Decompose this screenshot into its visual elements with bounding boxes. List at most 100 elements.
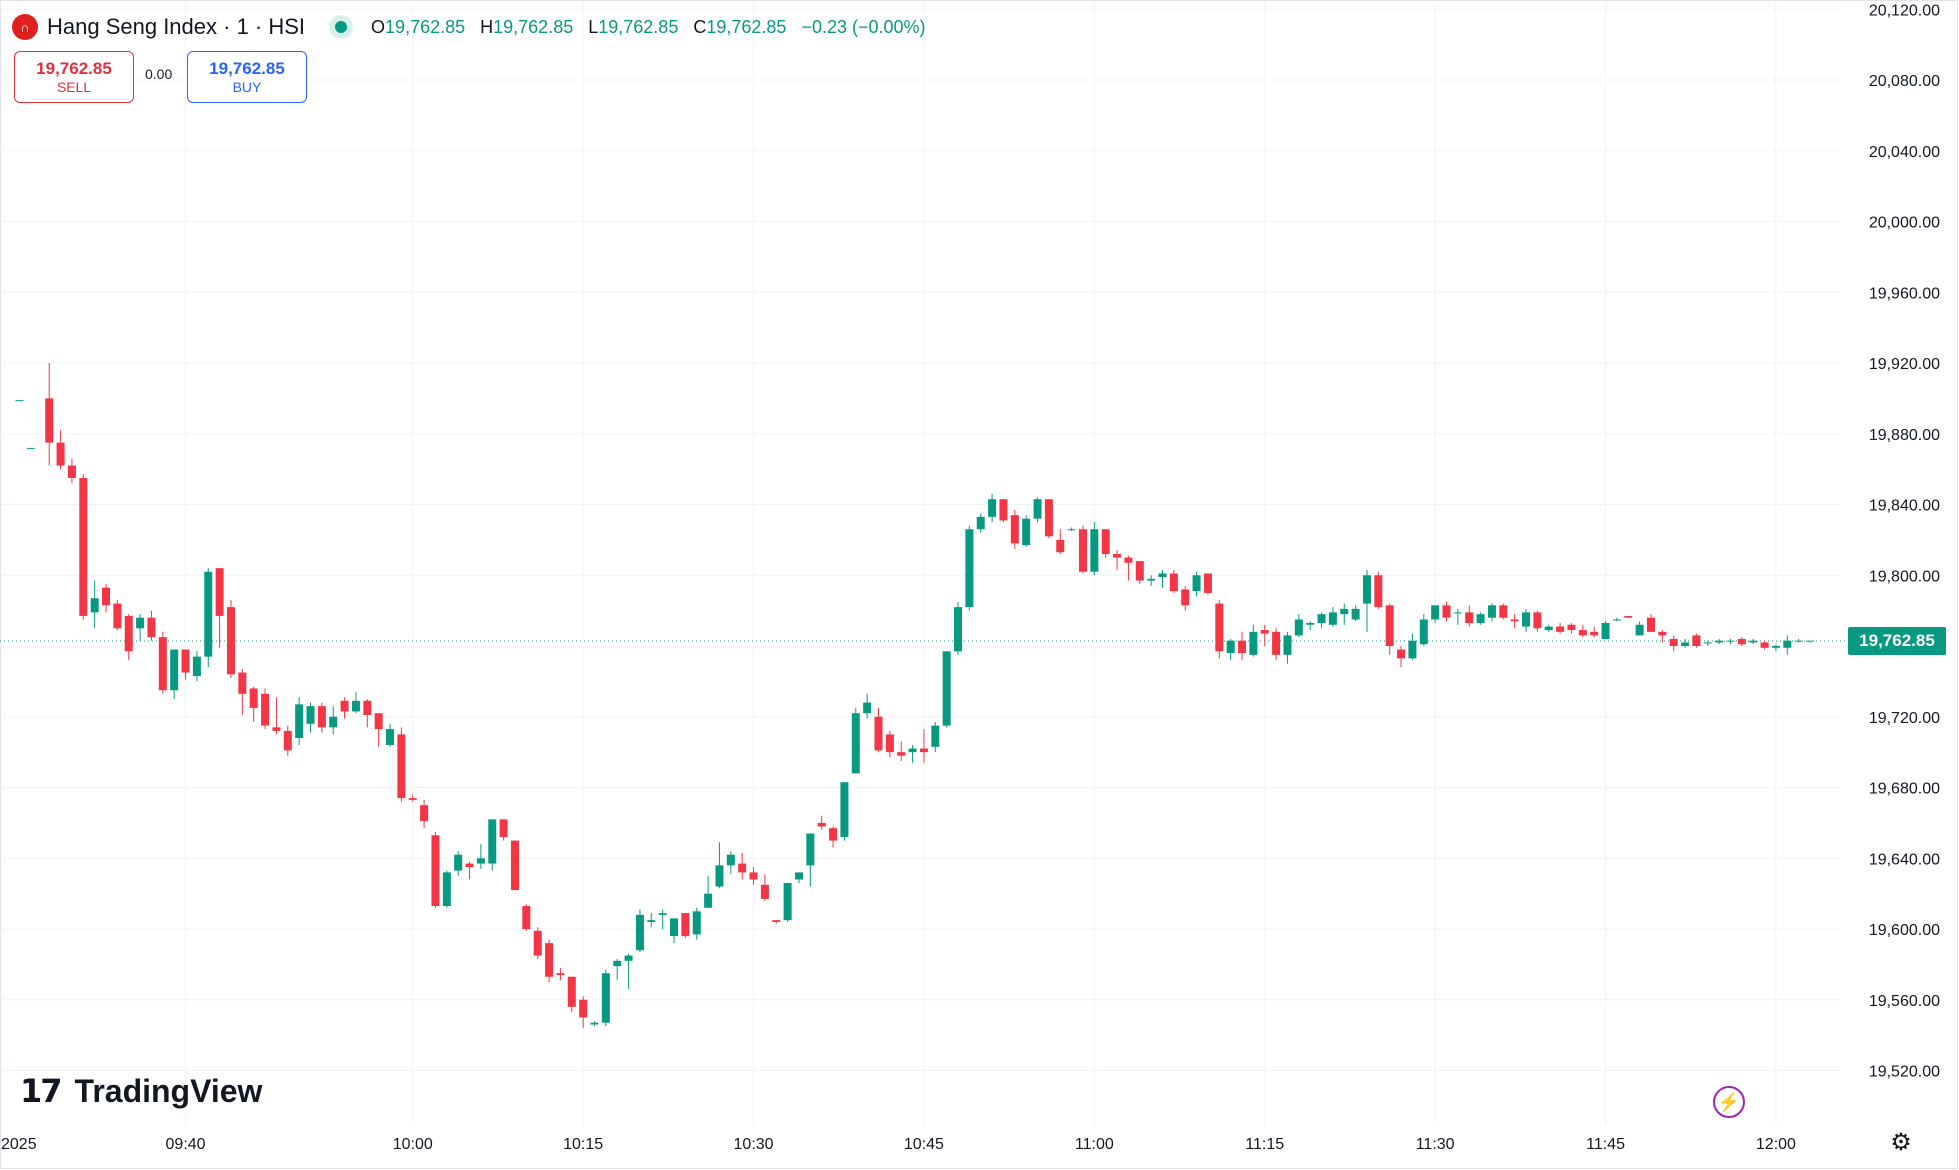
candle-body [1419,619,1428,645]
candle-body [1726,640,1735,642]
x-tick-label: 09:40 [166,1136,206,1153]
candle-body [1771,646,1780,648]
spread-value: 0.00 [145,66,173,82]
candle-body [1453,612,1462,614]
candle-body [1249,631,1258,655]
sell-button[interactable]: 19,762.85 SELL [14,51,134,103]
candle-body [919,748,928,753]
candle-body [102,587,111,606]
y-tick-label: 19,720.00 [1869,710,1940,727]
open-label: O [371,16,386,37]
candle-body [420,805,429,822]
change-value: −0.23 (−0.00%) [801,16,926,37]
y-tick-label: 19,960.00 [1869,285,1940,302]
candle-body [499,819,508,838]
candle-body [1147,578,1156,581]
high-value: 19,762.85 [493,16,574,37]
candle-body [1646,617,1655,632]
candle-body [295,704,304,738]
candle-body [988,499,997,517]
candle-body [1703,642,1712,644]
candle-body [124,615,133,652]
candle-body [1499,605,1508,618]
tradingview-mark-icon: 17 [20,1072,63,1110]
x-tick-label: 11:00 [1075,1136,1114,1153]
candle-body [908,748,917,753]
candle-body [306,706,315,724]
candle-body [635,914,644,951]
candle-body [1101,529,1110,555]
y-tick-label: 19,840.00 [1869,498,1940,515]
candle-body [681,913,690,937]
y-tick-label: 20,000.00 [1869,215,1940,232]
candle-body [1203,573,1212,593]
candle-body [158,637,167,691]
y-tick-label: 19,920.00 [1869,356,1940,373]
candle-body [1272,631,1281,655]
candle-body [192,656,201,677]
candle-body [1124,557,1133,563]
candle-body [817,822,826,827]
candle-body [1567,624,1576,631]
y-tick-label: 19,800.00 [1869,568,1940,585]
close-label: C [693,16,707,37]
candle-body [976,516,985,530]
candle-body [147,617,156,638]
candle-body [1612,619,1621,621]
candle-body [136,617,145,629]
low-label: L [588,16,599,37]
candle-body [1544,626,1553,631]
candle-body [1181,589,1190,606]
candle-body [1783,640,1792,648]
candle-body [1692,635,1701,646]
candle-body [1317,614,1326,624]
x-tick-label: 10:30 [734,1136,774,1153]
candle-body [1658,631,1667,636]
x-tick-label: 10:45 [904,1136,944,1153]
candle-body [386,729,395,746]
x-tick-label: 2025 [1,1136,37,1153]
buy-button[interactable]: 19,762.85 BUY [187,51,307,103]
candle-body [317,706,326,728]
candle-body [1067,529,1076,531]
x-tick-label: 10:00 [393,1136,433,1153]
candle-body [79,477,88,616]
tradingview-logo[interactable]: 17 TradingView [20,1072,262,1110]
candle-body [670,918,679,937]
candle-body [90,598,99,613]
bolt-icon[interactable]: ⚡ [1713,1086,1745,1118]
candle-body [488,819,497,864]
x-tick-label: 11:45 [1586,1136,1625,1153]
candle-body [931,725,940,747]
candle-body [351,700,360,712]
y-tick-label: 19,880.00 [1869,427,1940,444]
candle-body [760,884,769,899]
candle-body [1056,539,1065,553]
candle-body [1226,640,1235,654]
candle-body [26,447,35,449]
candle-body [1135,561,1144,581]
candle-body [851,713,860,774]
candle-body [1749,640,1758,643]
sell-label: SELL [56,78,92,95]
candle-body [545,943,554,977]
candle-body [556,973,565,975]
candle-body [942,651,951,726]
x-tick-label: 10:15 [563,1136,603,1153]
candle-body [885,734,894,753]
candle-body [738,863,747,873]
candle-body [874,716,883,751]
symbol-title[interactable]: Hang Seng Index · 1 · HSI [47,14,306,39]
candle-body [1578,630,1587,636]
candle-body [1169,573,1178,592]
open-value: 19,762.85 [385,16,466,37]
sell-price: 19,762.85 [36,58,112,78]
candle-body [647,920,656,922]
candle-body [840,782,849,838]
candle-body [329,716,338,728]
candle-body [1340,608,1349,615]
settings-gear-icon[interactable]: ⚙ [1890,1128,1912,1156]
candle-body [533,930,542,956]
candle-body [692,911,701,935]
